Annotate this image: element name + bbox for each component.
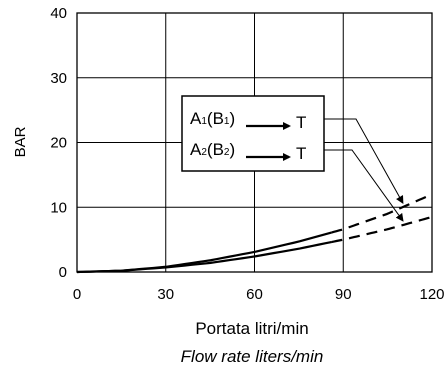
x-tick-label: 0 — [73, 286, 81, 303]
series-line-2-solid — [76, 240, 332, 274]
legend-leader-line — [324, 118, 404, 204]
y-tick-label: 40 — [50, 5, 67, 22]
legend-leader-line — [324, 149, 404, 222]
y-tick-label: 30 — [50, 70, 67, 87]
series-line-1-solid — [76, 231, 332, 274]
y-axis-label: BAR — [12, 126, 29, 157]
legend-box — [181, 95, 325, 172]
legend-target-label: T — [296, 113, 306, 132]
y-tick-label: 10 — [50, 199, 67, 216]
y-axis-ticks: 0 10 20 30 40 — [50, 5, 67, 281]
x-tick-label: 60 — [246, 286, 263, 303]
y-tick-label: 0 — [59, 264, 67, 281]
legend-target-label: T — [296, 144, 306, 163]
legend-entry-label: A1(B1) — [190, 109, 235, 128]
legend: A1(B1) T A2(B2) T — [181, 95, 404, 222]
x-axis-label-secondary: Flow rate liters/min — [181, 347, 324, 366]
series-lines — [76, 193, 433, 274]
series-line-1-dashed — [331, 193, 433, 234]
x-tick-label: 90 — [335, 286, 352, 303]
x-axis-label: Portata litri/min — [195, 319, 308, 338]
x-tick-label: 120 — [419, 286, 444, 303]
legend-entry-label: A2(B2) — [190, 140, 235, 159]
x-tick-label: 30 — [157, 286, 174, 303]
y-tick-label: 20 — [50, 135, 67, 152]
x-axis-ticks: 0 30 60 90 120 — [73, 286, 445, 303]
series-line-2-dashed — [331, 215, 433, 244]
plot-area-frame — [76, 12, 433, 273]
